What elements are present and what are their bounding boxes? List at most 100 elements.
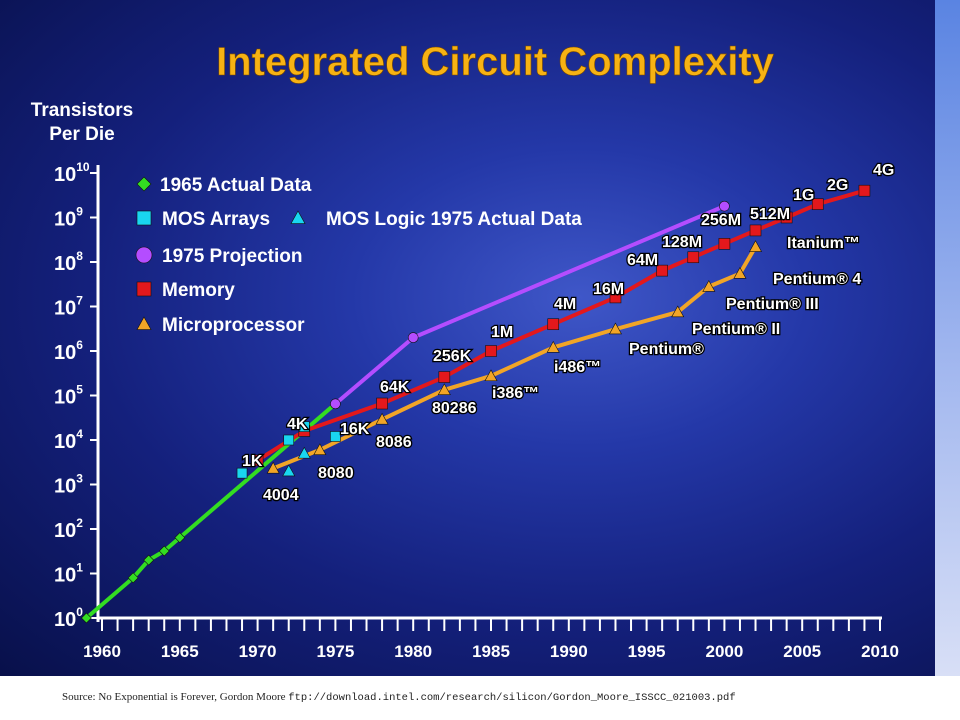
legend-label: 1975 Projection xyxy=(162,246,302,267)
x-tick-label: 1975 xyxy=(316,642,354,661)
projection1975-point xyxy=(719,200,730,212)
chart: Integrated Circuit Complexity Transistor… xyxy=(31,39,899,661)
footer xyxy=(0,676,960,720)
mos_logic-point xyxy=(282,464,296,477)
microprocessor-point xyxy=(484,369,498,382)
memory-point xyxy=(251,454,264,467)
y-tick-label: 1010 xyxy=(54,160,90,186)
memory-label: 2G xyxy=(827,177,848,194)
mos_arrays-point xyxy=(330,431,341,442)
microprocessor-label: 8080 xyxy=(318,465,354,482)
memory-point xyxy=(811,198,824,210)
x-tick-label: 1965 xyxy=(161,642,199,661)
microprocessor-point xyxy=(749,240,763,252)
x-tick-label: 2000 xyxy=(705,642,743,661)
memory-point xyxy=(609,291,622,304)
slide-side-bar xyxy=(935,0,960,676)
y-tick-label: 101 xyxy=(54,561,83,587)
mos_arrays-point xyxy=(236,467,248,479)
x-tick-label: 1990 xyxy=(550,642,588,661)
microprocessor-label: Pentium® II xyxy=(692,321,780,338)
y-tick-label: 100 xyxy=(54,605,83,631)
actual1965-point xyxy=(174,532,186,544)
y-axis-title-line-1: Transistors xyxy=(31,100,133,121)
memory-point xyxy=(438,371,451,383)
x-tick-labels: 1960 1965 1970 1975 1980 1985 1990 1995 2000 2005… xyxy=(83,642,899,661)
memory-label: 4K xyxy=(287,416,308,433)
memory-point xyxy=(376,397,388,410)
legend-marker-triangle xyxy=(136,316,152,330)
memory-point xyxy=(858,184,871,197)
legend-label: Memory xyxy=(162,280,235,301)
x-tick-label: 2010 xyxy=(861,642,899,661)
y-tick-exponent: 8 xyxy=(76,249,83,263)
y-tick-exponent: 10 xyxy=(76,160,90,174)
source-url: ftp://download.intel.com/research/silico… xyxy=(288,692,736,704)
microprocessor-point xyxy=(375,412,389,425)
microprocessor-point xyxy=(437,383,451,395)
mos_arrays-point xyxy=(298,421,310,432)
series-markers xyxy=(81,184,871,624)
microprocessor-point xyxy=(733,266,747,279)
projection1975-point xyxy=(330,398,341,410)
memory-point xyxy=(780,211,793,224)
y-tick-exponent: 5 xyxy=(76,383,83,397)
x-tick-label: 1980 xyxy=(394,642,432,661)
y-tick-exponent: 7 xyxy=(76,294,83,308)
mos_logic-point xyxy=(297,446,311,459)
memory-label: 1M xyxy=(491,324,513,341)
microprocessor-point xyxy=(702,279,716,292)
y-tick-label: 104 xyxy=(54,427,83,453)
memory-point xyxy=(718,238,731,250)
x-tick-label: 1985 xyxy=(472,642,510,661)
legend-label: MOS Logic 1975 Actual Data xyxy=(326,209,582,230)
microprocessor-point xyxy=(671,305,685,318)
actual1965-point xyxy=(81,612,92,624)
y-tick-exponent: 1 xyxy=(76,561,83,575)
y-tick-label: 107 xyxy=(54,294,83,320)
memory-label: 16M xyxy=(593,281,624,298)
actual1965-point xyxy=(143,554,155,566)
memory-label: 64K xyxy=(380,379,410,396)
y-tick-exponent: 2 xyxy=(76,516,83,530)
x-tick-label: 2005 xyxy=(783,642,821,661)
microprocessor-label: Pentium® xyxy=(629,341,704,358)
x-tick-label: 1970 xyxy=(239,642,277,661)
y-tick-exponent: 0 xyxy=(76,605,83,619)
legend-marker-diamond xyxy=(136,176,152,192)
y-tick-label: 103 xyxy=(54,472,83,498)
x-tick-label: 1995 xyxy=(628,642,666,661)
memory-label: 64M xyxy=(627,252,658,269)
legend-marker-square xyxy=(136,281,152,297)
microprocessor-label: 4004 xyxy=(263,487,299,504)
actual1965-line xyxy=(85,402,337,620)
chart-title: Integrated Circuit Complexity xyxy=(216,40,775,84)
memory-label: 512M xyxy=(750,206,790,223)
y-tick-exponent: 4 xyxy=(76,427,83,441)
legend-marker-circle xyxy=(135,246,153,264)
source-text: Source: No Exponential is Forever, Gordo… xyxy=(62,691,286,703)
microprocessor-label: Pentium® 4 xyxy=(773,271,861,288)
microprocessor-point xyxy=(546,340,560,353)
y-tick-label: 106 xyxy=(54,338,83,364)
memory-point xyxy=(749,224,762,237)
memory-label: 1K xyxy=(242,453,263,470)
microprocessor-point xyxy=(608,322,622,335)
y-axis-title-line-2: Per Die xyxy=(49,124,114,145)
slide-background xyxy=(0,0,935,676)
microprocessor-label: 8086 xyxy=(376,434,412,451)
axes xyxy=(90,165,882,631)
memory-label: 256M xyxy=(701,212,741,229)
y-tick-label: 105 xyxy=(54,383,83,409)
mos_arrays-point xyxy=(283,434,295,446)
y-tick-label: 102 xyxy=(54,516,83,542)
memory-point xyxy=(485,345,497,357)
y-tick-exponent: 3 xyxy=(76,472,83,486)
microprocessor-label: Itanium™ xyxy=(787,235,860,252)
microprocessor-label: 80286 xyxy=(432,400,477,417)
memory-point xyxy=(687,251,700,264)
memory-label: 4M xyxy=(554,296,576,313)
x-tick-label: 1960 xyxy=(83,642,121,661)
